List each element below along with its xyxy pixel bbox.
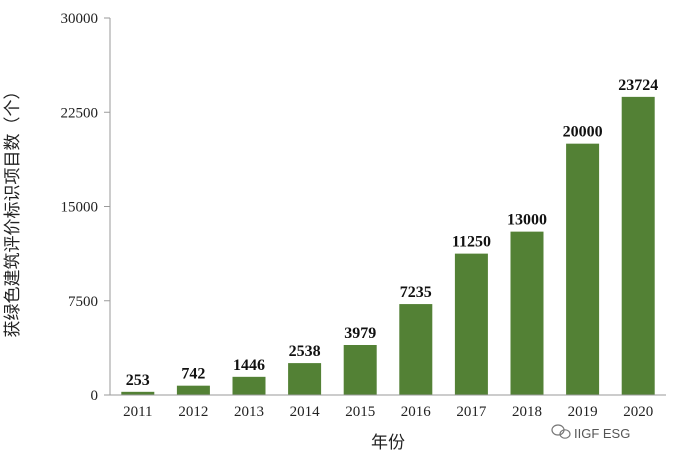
bar-2016 <box>399 304 433 395</box>
data-label-2011: 253 <box>126 372 150 389</box>
x-tick-label: 2011 <box>123 404 152 420</box>
x-tick-label: 2019 <box>568 404 598 420</box>
watermark: IIGF ESG <box>551 424 630 441</box>
y-tick-label: 30000 <box>61 11 99 27</box>
bar-2019 <box>566 143 600 395</box>
x-tick-label: 2013 <box>234 404 264 420</box>
bar-2018 <box>510 231 544 395</box>
x-tick-label: 2012 <box>178 404 208 420</box>
data-label-2020: 23724 <box>618 77 658 94</box>
data-label-2015: 3979 <box>344 325 376 342</box>
bar-2011 <box>121 391 155 395</box>
x-axis-ticks: 2011 2012 2013 2014 2015 2016 2017 2018 2019 2020 <box>123 404 653 420</box>
x-tick-label: 2017 <box>456 404 487 420</box>
y-tick-label: 15000 <box>61 200 99 216</box>
bar-2013 <box>232 376 266 395</box>
data-labels: 253 742 1446 2538 3979 7235 11250 13000 20000 237… <box>126 77 658 389</box>
bar-2020 <box>621 96 655 395</box>
bar-2014 <box>288 363 322 395</box>
wechat-icon <box>551 424 571 439</box>
data-label-2016: 7235 <box>400 284 432 301</box>
data-label-2014: 2538 <box>289 343 321 360</box>
data-label-2018: 13000 <box>507 212 547 229</box>
data-label-2012: 742 <box>181 366 205 383</box>
x-tick-label: 2020 <box>623 404 653 420</box>
x-tick-label: 2015 <box>345 404 375 420</box>
y-tick-label: 7500 <box>68 294 98 310</box>
data-label-2019: 20000 <box>563 124 603 141</box>
y-axis-ticks: 0 7500 15000 22500 30000 <box>61 11 110 404</box>
bars <box>121 96 655 395</box>
bar-2017 <box>454 253 488 395</box>
y-tick-label: 0 <box>91 388 99 404</box>
x-tick-label: 2016 <box>401 404 432 420</box>
watermark-text: IIGF ESG <box>574 426 630 441</box>
data-label-2017: 11250 <box>452 234 491 251</box>
data-label-2013: 1446 <box>233 357 265 374</box>
x-tick-label: 2014 <box>290 404 321 420</box>
y-tick-label: 22500 <box>61 105 99 121</box>
y-axis-title: 获绿色建筑评价标识项目数（个） <box>3 83 23 338</box>
bar-2015 <box>343 344 377 395</box>
bar-2012 <box>176 385 210 395</box>
x-axis-title: 年份 <box>371 433 405 453</box>
x-tick-label: 2018 <box>512 404 542 420</box>
